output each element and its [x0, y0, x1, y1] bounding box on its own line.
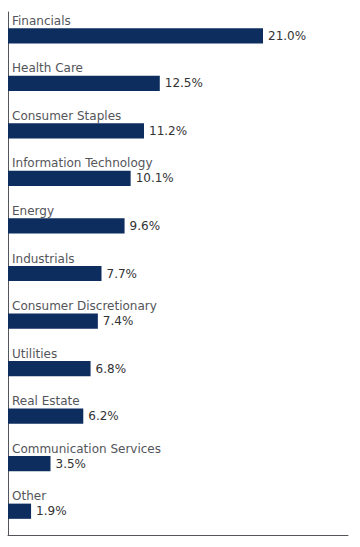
- svg-text:7.7%: 7.7%: [107, 267, 138, 281]
- svg-text:1.9%: 1.9%: [36, 504, 66, 518]
- svg-text:Utilities: Utilities: [12, 347, 57, 361]
- svg-text:9.6%: 9.6%: [130, 219, 161, 233]
- svg-text:21.0%: 21.0%: [268, 29, 306, 43]
- svg-text:11.2%: 11.2%: [149, 124, 187, 138]
- svg-text:6.2%: 6.2%: [88, 409, 119, 423]
- svg-text:Communication Services: Communication Services: [12, 442, 161, 456]
- svg-text:Consumer Staples: Consumer Staples: [12, 109, 121, 123]
- svg-text:Consumer Discretionary: Consumer Discretionary: [12, 299, 157, 313]
- svg-text:Other: Other: [12, 489, 46, 503]
- svg-text:12.5%: 12.5%: [165, 76, 203, 90]
- svg-text:3.5%: 3.5%: [56, 457, 87, 471]
- svg-text:Information Technology: Information Technology: [12, 156, 153, 170]
- svg-text:Health Care: Health Care: [12, 61, 83, 75]
- svg-text:6.8%: 6.8%: [96, 362, 127, 376]
- svg-text:10.1%: 10.1%: [136, 171, 174, 185]
- svg-text:7.4%: 7.4%: [103, 314, 134, 328]
- svg-text:Energy: Energy: [12, 204, 54, 218]
- svg-text:Real Estate: Real Estate: [12, 394, 80, 408]
- svg-text:Industrials: Industrials: [12, 252, 75, 266]
- svg-text:Financials: Financials: [12, 14, 71, 28]
